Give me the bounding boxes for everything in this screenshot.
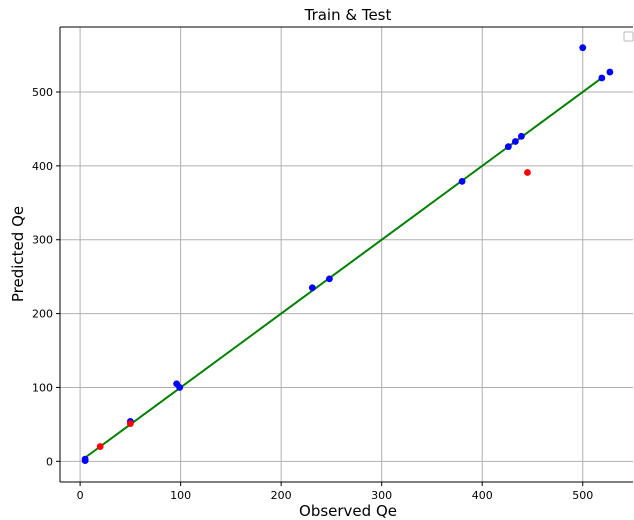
x-tick-label: 500 [572,489,593,502]
blue-data-point [458,177,466,185]
x-tick-label: 200 [271,489,292,502]
blue-data-point [326,275,333,283]
blue-data-point [504,143,512,151]
red-data-point [524,169,531,176]
y-tick-label: 200 [32,308,53,321]
axes-layer [56,26,633,486]
blue-data-point [579,44,587,52]
blue-data-point [606,68,614,76]
y-axis-title: Predicted Qe [9,206,27,302]
x-tick-label: 300 [371,489,392,502]
x-tick-label: 100 [170,489,191,502]
data-points-layer [81,44,614,464]
y-tick-label: 100 [32,381,53,394]
blue-data-point [81,457,89,464]
y-tick-label: 0 [46,455,53,468]
y-tick-label: 400 [32,160,53,173]
tick-labels-layer: 0 100 200 300 400 500 0 100 200 300 400 500 [32,86,593,502]
x-tick-label: 0 [77,489,84,502]
x-tick-label: 400 [472,489,493,502]
x-axis-title: Observed Qe [299,502,397,520]
red-data-point [126,420,134,428]
blue-data-point [308,284,316,292]
blue-data-point [518,132,525,140]
fit-line-layer [84,75,605,459]
y-tick-label: 500 [32,86,53,99]
y-tick-label: 300 [32,234,53,247]
blue-data-point [511,138,519,145]
red-data-point [96,443,104,450]
grid-lines [60,27,633,482]
blue-data-point [176,384,184,391]
legend-box [623,31,634,42]
chart-title: Train & Test [304,6,392,24]
fit-line [84,75,605,459]
blue-data-point [598,74,606,82]
